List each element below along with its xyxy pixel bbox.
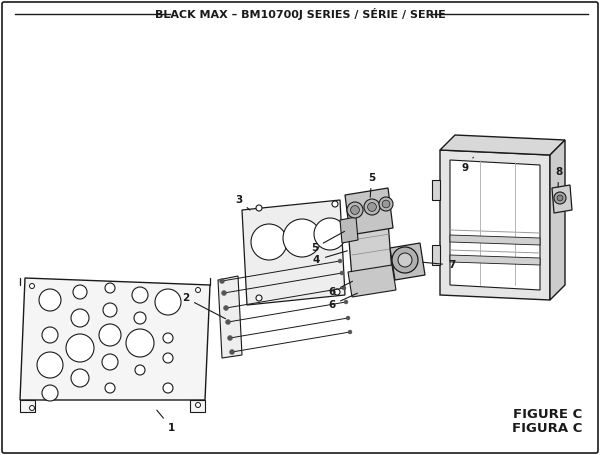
Circle shape	[29, 405, 35, 410]
Circle shape	[344, 300, 348, 304]
Text: 1: 1	[157, 410, 175, 433]
Circle shape	[105, 383, 115, 393]
Circle shape	[71, 309, 89, 327]
Circle shape	[227, 335, 233, 340]
Polygon shape	[450, 160, 540, 290]
Circle shape	[368, 202, 376, 212]
Circle shape	[126, 329, 154, 357]
Circle shape	[99, 324, 121, 346]
Polygon shape	[345, 188, 393, 235]
Polygon shape	[20, 278, 210, 400]
Text: FIGURA C: FIGURA C	[512, 421, 582, 435]
Text: 5: 5	[368, 173, 375, 197]
Circle shape	[155, 289, 181, 315]
Circle shape	[379, 197, 393, 211]
Circle shape	[340, 271, 344, 275]
Circle shape	[42, 385, 58, 401]
Circle shape	[334, 289, 340, 295]
Circle shape	[73, 285, 87, 299]
Circle shape	[42, 327, 58, 343]
Circle shape	[346, 316, 350, 320]
Circle shape	[37, 352, 63, 378]
Text: FIGURE C: FIGURE C	[513, 409, 582, 421]
Circle shape	[398, 253, 412, 267]
Polygon shape	[340, 217, 358, 243]
Polygon shape	[440, 135, 565, 155]
Polygon shape	[218, 276, 242, 358]
Text: BLACK MAX – BM10700J SERIES / SÉRIE / SERIE: BLACK MAX – BM10700J SERIES / SÉRIE / SE…	[155, 8, 445, 20]
Circle shape	[134, 312, 146, 324]
Polygon shape	[440, 150, 550, 300]
Circle shape	[196, 288, 200, 293]
Circle shape	[347, 202, 363, 218]
Polygon shape	[390, 243, 425, 280]
Circle shape	[223, 305, 229, 310]
Polygon shape	[190, 400, 205, 412]
Circle shape	[39, 289, 61, 311]
Polygon shape	[432, 180, 440, 200]
Polygon shape	[550, 140, 565, 300]
Circle shape	[256, 205, 262, 211]
Circle shape	[342, 286, 346, 290]
Circle shape	[251, 224, 287, 260]
Circle shape	[220, 278, 224, 283]
Polygon shape	[450, 235, 540, 245]
Circle shape	[103, 303, 117, 317]
Circle shape	[221, 290, 227, 295]
Circle shape	[392, 247, 418, 273]
Text: 9: 9	[462, 157, 473, 173]
Polygon shape	[20, 400, 35, 412]
Circle shape	[105, 283, 115, 293]
Circle shape	[71, 369, 89, 387]
Text: 7: 7	[423, 260, 455, 270]
Circle shape	[332, 201, 338, 207]
Circle shape	[163, 333, 173, 343]
Polygon shape	[242, 200, 345, 305]
Text: 5: 5	[311, 231, 344, 253]
Polygon shape	[348, 265, 396, 297]
Circle shape	[135, 365, 145, 375]
Text: 8: 8	[555, 167, 562, 187]
Circle shape	[338, 259, 342, 263]
Circle shape	[132, 287, 148, 303]
Text: 4: 4	[313, 251, 347, 265]
Circle shape	[29, 283, 35, 288]
Circle shape	[256, 295, 262, 301]
Circle shape	[364, 199, 380, 215]
Text: 6: 6	[328, 281, 353, 297]
Circle shape	[283, 219, 321, 257]
Circle shape	[229, 349, 235, 354]
Circle shape	[163, 383, 173, 393]
Text: 3: 3	[235, 195, 250, 210]
Circle shape	[557, 195, 563, 201]
Circle shape	[196, 403, 200, 408]
Circle shape	[314, 218, 346, 250]
Circle shape	[382, 200, 390, 208]
Circle shape	[66, 334, 94, 362]
Circle shape	[348, 330, 352, 334]
Circle shape	[350, 206, 359, 214]
Polygon shape	[450, 255, 540, 265]
Circle shape	[163, 353, 173, 363]
Circle shape	[226, 319, 230, 324]
Polygon shape	[432, 245, 440, 265]
Polygon shape	[348, 222, 392, 278]
Text: 6: 6	[328, 293, 358, 310]
Circle shape	[102, 354, 118, 370]
Text: 2: 2	[182, 293, 226, 318]
Polygon shape	[552, 185, 572, 213]
Circle shape	[554, 192, 566, 204]
